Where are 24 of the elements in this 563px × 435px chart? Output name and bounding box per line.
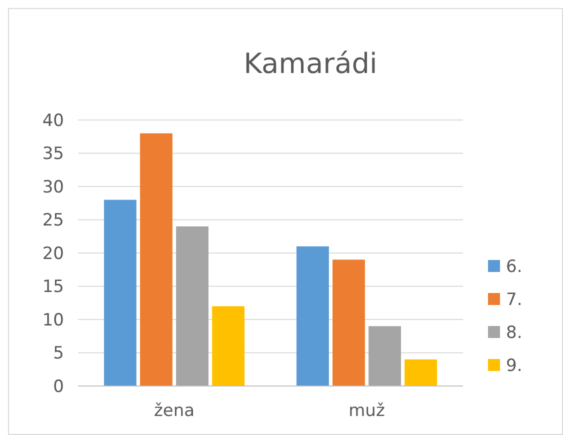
bar [332, 260, 365, 386]
legend-label: 7. [506, 290, 522, 310]
y-tick-label: 35 [42, 144, 64, 164]
bar [296, 246, 329, 386]
y-tick-label: 15 [42, 277, 64, 298]
chart-title: Kamarádi [244, 47, 378, 80]
bar [212, 306, 245, 386]
bar [104, 200, 136, 386]
y-tick-label: 0 [53, 376, 64, 397]
y-tick-label: 10 [42, 310, 64, 330]
y-tick-label: 30 [42, 177, 64, 198]
legend-label: 6. [506, 256, 522, 277]
bar [404, 359, 438, 386]
y-tick-label: 5 [53, 344, 64, 364]
x-tick-label: žena [154, 401, 195, 421]
bar [368, 326, 401, 386]
legend-label: 9. [506, 356, 522, 376]
y-tick-label: 40 [42, 110, 64, 131]
x-tick-label: muž [348, 401, 385, 421]
y-tick-label: 20 [42, 244, 64, 264]
legend-label: 8. [506, 322, 522, 343]
bar [176, 226, 208, 386]
bar [140, 133, 172, 386]
y-tick-label: 25 [42, 210, 64, 231]
